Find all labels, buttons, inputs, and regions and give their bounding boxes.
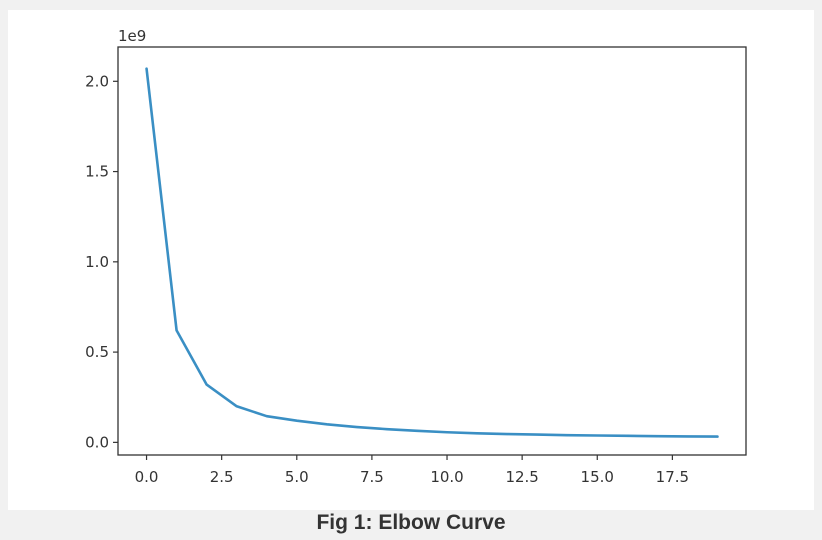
x-tick-label: 2.5 — [210, 468, 234, 486]
y-tick-label: 2.0 — [85, 72, 109, 90]
elbow-curve-chart: 0.0 2.5 5.0 7.5 10.0 12.5 15.0 17.5 0.0 0.5 1.0 1.5… — [85, 27, 747, 486]
y-tick-label: 0.0 — [85, 433, 109, 451]
x-tick-label: 5.0 — [285, 468, 309, 486]
figure-caption: Fig 1: Elbow Curve — [316, 511, 506, 534]
x-tick-label: 10.0 — [430, 468, 463, 486]
x-tick-label: 7.5 — [360, 468, 384, 486]
series-line — [145, 67, 719, 438]
figure-panel — [8, 10, 814, 510]
x-tick-label: 12.5 — [505, 468, 538, 486]
y-tick-label: 0.5 — [85, 343, 109, 361]
y-tick-label: 1.5 — [85, 163, 109, 181]
y-tick-label: 1.0 — [85, 253, 109, 271]
plot-frame — [117, 46, 747, 456]
y-offset-label: 1e9 — [118, 27, 146, 45]
x-tick-label: 0.0 — [135, 468, 159, 486]
x-tick-label: 17.5 — [656, 468, 689, 486]
x-tick-label: 15.0 — [581, 468, 614, 486]
